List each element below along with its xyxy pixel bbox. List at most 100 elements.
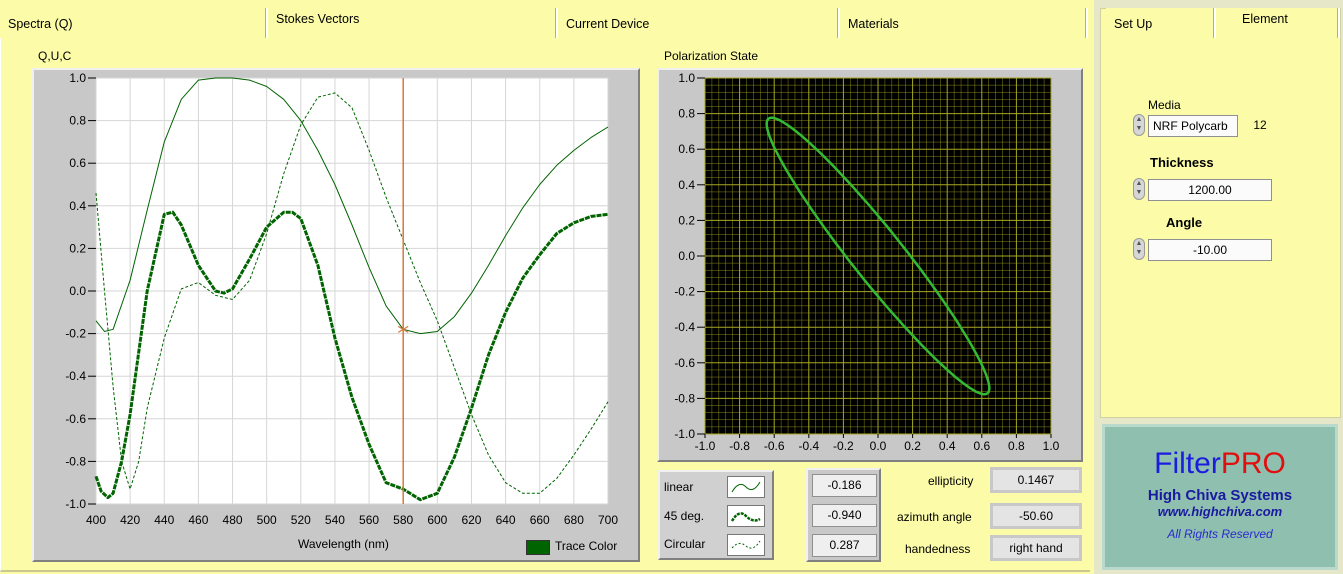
spectra-x-tick-label: 540 — [325, 513, 345, 527]
azimuth-value: -50.60 — [990, 503, 1082, 529]
spectra-x-tick-label: 500 — [257, 513, 277, 527]
polarization-x-tick-label: -0.2 — [833, 439, 854, 453]
media-label: Media — [1148, 98, 1181, 112]
trace-color-label: Trace Color — [555, 539, 618, 553]
spectra-x-tick-label: 560 — [359, 513, 379, 527]
spectra-y-tick-label: 1.0 — [69, 71, 86, 85]
polarization-x-tick-label: -0.4 — [798, 439, 819, 453]
polarization-x-tick-label: -0.6 — [764, 439, 785, 453]
spectra-y-tick-label: 0.4 — [69, 199, 86, 213]
ellipticity-value: 0.1467 — [990, 467, 1082, 493]
polarization-x-tick-label: 0.2 — [904, 439, 921, 453]
spectra-y-tick-label: 0.2 — [69, 241, 86, 255]
spectra-y-tick-label: 0.6 — [69, 156, 86, 170]
legend-circular-line — [731, 540, 761, 549]
tab-stokes-vectors[interactable]: Stokes Vectors — [268, 8, 558, 38]
spectra-x-tick-label: 480 — [223, 513, 243, 527]
spectra-cursor-marker — [397, 325, 409, 333]
legend-45deg-label: 45 deg. — [664, 509, 705, 523]
thickness-label: Thickness — [1150, 155, 1214, 170]
polarization-title: Polarization State — [664, 49, 759, 63]
spectra-x-tick-label: 400 — [86, 513, 106, 527]
tab-materials[interactable]: Materials — [840, 8, 1088, 38]
handedness-value: right hand — [990, 535, 1082, 561]
main-panel — [0, 38, 1090, 572]
spectra-x-tick-label: 680 — [564, 513, 584, 527]
polarization-x-tick-label: 1.0 — [1043, 439, 1060, 453]
logo-rights: All Rights Reserved — [1167, 527, 1273, 541]
spectra-x-tick-label: 640 — [496, 513, 516, 527]
logo-wordmark: FilterPRO — [1154, 447, 1286, 480]
logo-url: www.highchiva.com — [1157, 504, 1283, 519]
polarization-x-tick-label: -1.0 — [695, 439, 716, 453]
polarization-y-tick-label: -0.6 — [674, 356, 695, 370]
spectra-x-tick-label: 600 — [427, 513, 447, 527]
polarization-y-tick-label: 1.0 — [678, 71, 695, 85]
tab-element[interactable]: Element — [1216, 8, 1340, 38]
spectra-series-line — [95, 77, 609, 335]
spectra-y-tick-label: -0.6 — [65, 412, 86, 426]
thickness-spinner[interactable]: ▲ ▼ — [1133, 178, 1145, 200]
spectra-x-tick-label: 620 — [461, 513, 481, 527]
trace-color-swatch[interactable] — [526, 540, 550, 555]
handedness-label: handedness — [905, 542, 971, 556]
angle-field[interactable]: -10.00 — [1148, 239, 1272, 261]
spectra-x-tick-label: 420 — [120, 513, 140, 527]
spectra-y-tick-label: -0.8 — [65, 454, 86, 468]
media-spinner[interactable]: ▲ ▼ — [1133, 114, 1145, 136]
legend-linear-label: linear — [664, 480, 694, 494]
spectra-x-tick-label: 660 — [530, 513, 550, 527]
legend-circular-swatch[interactable] — [727, 534, 765, 556]
tab-current-device[interactable]: Current Device — [558, 8, 840, 38]
spectra-series-line — [94, 210, 609, 502]
polarization-x-tick-label: 0.8 — [1008, 439, 1025, 453]
media-index-field: 12 — [1240, 115, 1280, 137]
polarization-y-tick-label: 0.2 — [678, 213, 695, 227]
legend-circular-swatch-bg — [727, 534, 765, 556]
legend-45deg-swatch[interactable] — [727, 505, 765, 527]
thickness-field[interactable]: 1200.00 — [1148, 179, 1272, 201]
polarization-y-tick-label: -0.8 — [674, 391, 695, 405]
logo-company: High Chiva Systems — [1147, 487, 1293, 504]
polarization-y-tick-label: -0.2 — [674, 285, 695, 299]
media-field[interactable]: NRF Polycarb — [1148, 115, 1238, 137]
spectra-x-tick-label: 580 — [393, 513, 413, 527]
right-tab-area — [1100, 8, 1341, 418]
angle-label: Angle — [1166, 215, 1203, 230]
spectra-series-line — [95, 92, 609, 494]
polarization-chart[interactable]: 1.0 0.8 0.6 0.4 0.2 0.0 -0.2 -0.4 -0.6 -0.8 -1.0-1… — [657, 68, 1083, 462]
azimuth-label: azimuth angle — [897, 510, 972, 524]
legend-circular-label: Circular — [664, 537, 706, 551]
polarization-x-tick-label: 0.0 — [870, 439, 887, 453]
legend-linear-swatch[interactable] — [727, 476, 765, 498]
polarization-x-tick-label: 0.4 — [939, 439, 956, 453]
polarization-y-tick-label: 0.6 — [678, 142, 695, 156]
legend-linear-line — [731, 481, 761, 493]
polarization-y-tick-label: 0.0 — [678, 249, 695, 263]
polarization-y-tick-label: 0.8 — [678, 107, 695, 121]
polarization-ellipse — [765, 116, 991, 396]
spectra-chart[interactable]: 1.0 0.8 0.6 0.4 0.2 0.0 -0.2 -0.4 -0.6 -0.8 -1.040… — [32, 68, 640, 562]
spectra-x-tick-label: 460 — [188, 513, 208, 527]
tab-set-up[interactable]: Set Up — [1106, 8, 1216, 38]
stokes-u-value: -0.940 — [812, 504, 877, 527]
polarization-y-tick-label: -1.0 — [674, 427, 695, 441]
stokes-c-value: 0.287 — [812, 534, 877, 557]
polarization-x-tick-label: -0.8 — [729, 439, 750, 453]
ellipticity-label: ellipticity — [928, 474, 974, 488]
spectra-x-tick-label: 520 — [291, 513, 311, 527]
spectra-x-tick-label: 440 — [154, 513, 174, 527]
angle-spinner[interactable]: ▲ ▼ — [1133, 238, 1145, 260]
legend-45deg-line — [730, 512, 761, 522]
spectra-y-tick-label: 0.8 — [69, 114, 86, 128]
stokes-q-value: -0.186 — [812, 474, 877, 497]
logo-panel: FilterPRO High Chiva Systems www.highchi… — [1102, 424, 1338, 570]
spectra-y-tick-label: -0.2 — [65, 327, 86, 341]
spectra-x-tick-label: 700 — [598, 513, 618, 527]
polarization-x-tick-label: 0.6 — [973, 439, 990, 453]
polarization-y-tick-label: -0.4 — [674, 320, 695, 334]
tab-spectra[interactable]: Spectra (Q) — [0, 8, 268, 38]
spectra-y-tick-label: -0.4 — [65, 369, 86, 383]
spectra-title: Q,U,C — [38, 49, 72, 63]
spectra-xlabel: Wavelength (nm) — [298, 537, 389, 551]
